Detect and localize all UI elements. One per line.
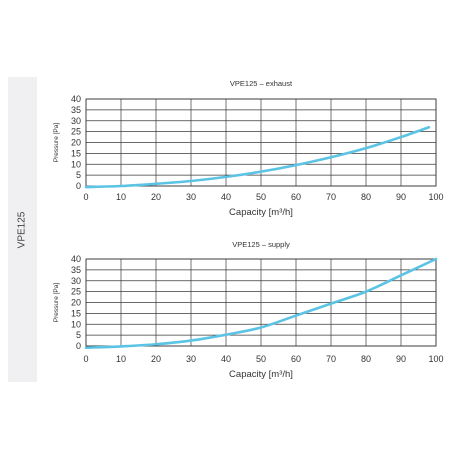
y-tick-label: 30 [71, 276, 81, 286]
series-line [84, 257, 438, 350]
y-tick-label: 20 [71, 298, 81, 308]
x-tick-label: 70 [326, 192, 336, 202]
y-tick-label: 35 [71, 265, 81, 275]
x-tick-label: 80 [361, 354, 371, 364]
y-tick-label: 5 [76, 170, 81, 180]
chart-title: VPE125 – exhaust [230, 79, 293, 88]
y-tick-label: 20 [71, 138, 81, 148]
x-tick-label: 60 [291, 192, 301, 202]
x-axis-label: Capacity [m³/h] [229, 369, 293, 380]
x-tick-label: 50 [256, 354, 266, 364]
y-axis-label: Pressure [Pa] [53, 283, 60, 323]
x-tick-label: 10 [116, 192, 126, 202]
x-tick-label: 90 [396, 192, 406, 202]
x-tick-label: 100 [428, 354, 443, 364]
x-axis-label: Capacity [m³/h] [229, 207, 293, 218]
chart-title: VPE125 – supply [232, 240, 290, 249]
x-tick-label: 0 [83, 354, 88, 364]
y-tick-label: 0 [76, 341, 81, 351]
y-tick-label: 10 [71, 319, 81, 329]
y-tick-label: 15 [71, 148, 81, 158]
x-tick-label: 40 [221, 192, 231, 202]
y-tick-label: 10 [71, 159, 81, 169]
x-tick-label: 30 [186, 192, 196, 202]
x-tick-label: 90 [396, 354, 406, 364]
y-tick-label: 15 [71, 308, 81, 318]
x-tick-label: 70 [326, 354, 336, 364]
y-tick-label: 25 [71, 127, 81, 137]
x-tick-label: 10 [116, 354, 126, 364]
side-panel [8, 77, 37, 382]
y-tick-label: 5 [76, 330, 81, 340]
y-tick-label: 0 [76, 181, 81, 191]
x-tick-label: 40 [221, 354, 231, 364]
x-tick-label: 20 [151, 354, 161, 364]
y-tick-label: 25 [71, 287, 81, 297]
y-tick-label: 40 [71, 94, 81, 104]
x-tick-label: 20 [151, 192, 161, 202]
series-line [84, 125, 431, 189]
x-tick-label: 50 [256, 192, 266, 202]
x-tick-label: 100 [428, 192, 443, 202]
y-tick-label: 40 [71, 254, 81, 264]
x-tick-label: 60 [291, 354, 301, 364]
y-axis-label: Pressure [Pa] [53, 123, 60, 163]
x-tick-label: 80 [361, 192, 371, 202]
y-tick-label: 30 [71, 116, 81, 126]
x-tick-label: 0 [83, 192, 88, 202]
y-tick-label: 35 [71, 105, 81, 115]
x-tick-label: 30 [186, 354, 196, 364]
